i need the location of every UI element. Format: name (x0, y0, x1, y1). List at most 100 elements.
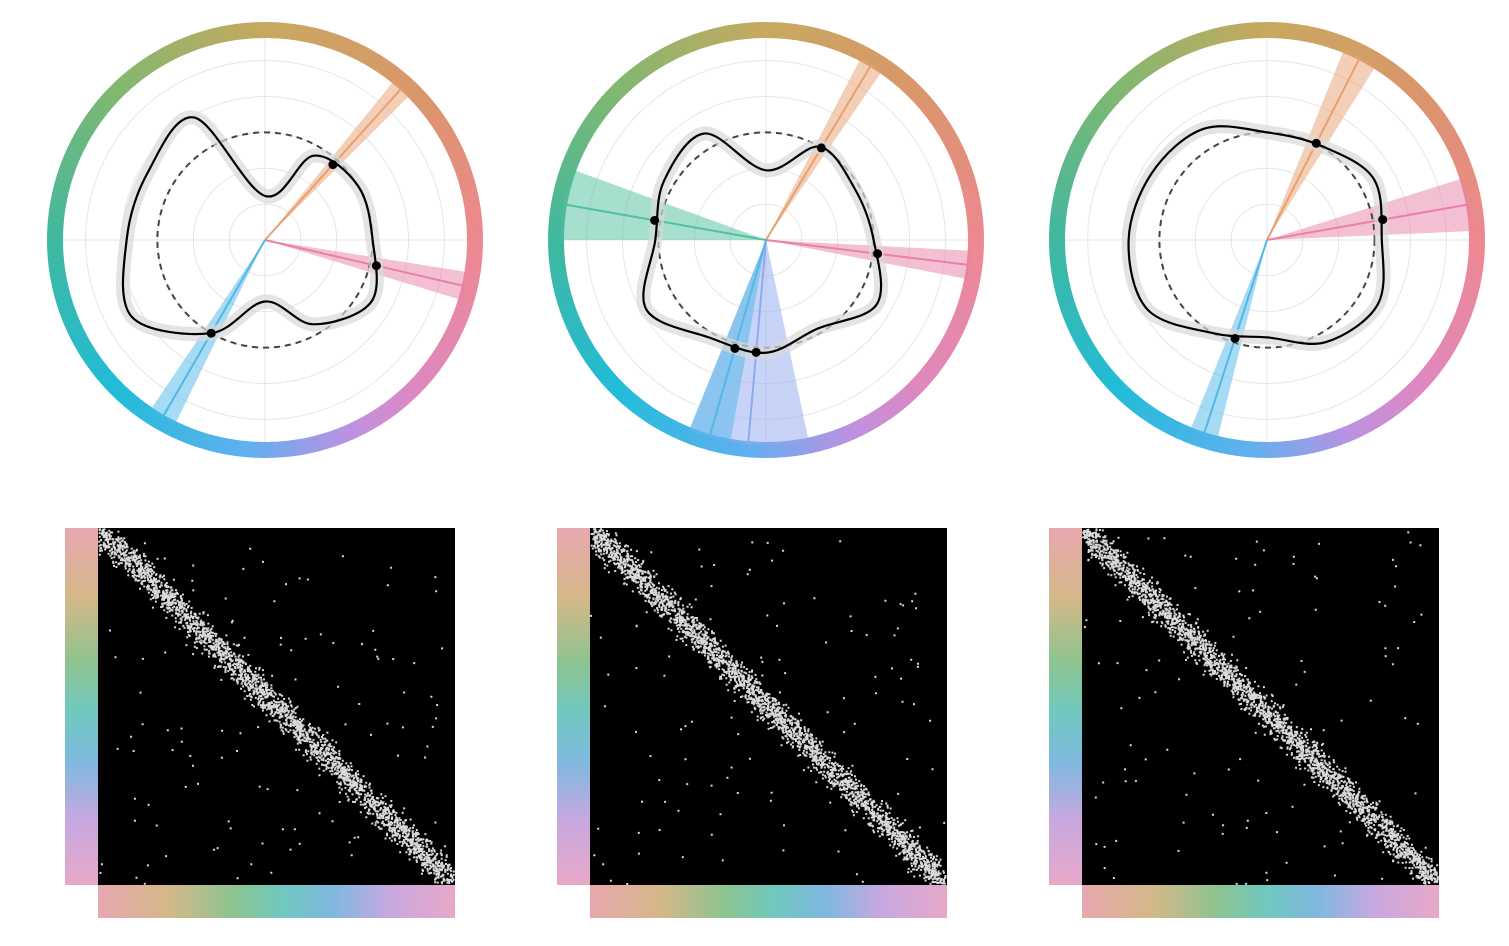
hue-ring (783, 22, 796, 40)
intersection-dot (206, 328, 216, 338)
hue-ring (1459, 174, 1478, 189)
matrix-noise (1082, 528, 1439, 885)
hue-ring (568, 324, 587, 341)
hue-ring (920, 362, 939, 381)
hue-ring (291, 23, 304, 42)
hue-ring (944, 325, 964, 342)
hue-ring (92, 99, 111, 118)
intersection-dot (1378, 215, 1388, 225)
hue-ring (1403, 79, 1422, 98)
hue-ring (801, 25, 814, 43)
hue-ring (104, 85, 123, 104)
hue-ring (700, 29, 715, 48)
hue-ring (955, 300, 974, 316)
hue-ring (465, 257, 483, 270)
grid-ring (1230, 203, 1304, 277)
hue-ring (124, 394, 143, 413)
hue-ring (50, 192, 68, 205)
hue-ring (572, 130, 592, 147)
hue-ring (147, 409, 165, 429)
hue-ring (1335, 426, 1351, 446)
hue-ring (834, 426, 850, 446)
hue-ring (1319, 29, 1334, 48)
hue-ring (1105, 375, 1125, 395)
hue-ring (940, 130, 960, 148)
hue-ring (365, 51, 383, 71)
hue-ring (1441, 333, 1461, 350)
hue-ring (300, 25, 313, 43)
hue-ring (598, 369, 618, 388)
hue-ring (147, 50, 165, 70)
hue-ring (963, 275, 981, 288)
hue-ring (1396, 73, 1415, 92)
hue-ring (85, 355, 105, 373)
hue-ring (1456, 165, 1476, 180)
hue-ring (380, 400, 398, 420)
hue-ring (76, 122, 96, 140)
hue-ring (400, 382, 420, 402)
hue-ring (1209, 434, 1224, 453)
hue-ring (727, 438, 740, 457)
hue-ring (656, 414, 673, 434)
hue-ring (809, 27, 824, 46)
hue-ring (866, 51, 884, 71)
hue-ring (964, 202, 983, 215)
hue-ring (430, 114, 450, 133)
hue-ring (681, 426, 697, 445)
hue-ring (551, 192, 569, 205)
hue-ring (873, 405, 892, 425)
color-bar (1049, 528, 1082, 885)
hue-ring (582, 114, 601, 132)
hue-ring (1056, 173, 1075, 188)
hue-ring (945, 139, 964, 156)
hue-ring (564, 316, 583, 333)
hue-ring (866, 410, 884, 430)
hue-ring (1360, 46, 1377, 66)
hue-ring (553, 182, 572, 197)
hue-ring (914, 369, 933, 388)
hue-ring (1415, 369, 1434, 388)
hue-ring (443, 325, 463, 342)
hue-ring (926, 107, 946, 125)
color-bar (590, 885, 947, 918)
hue-ring (1275, 22, 1287, 39)
polar-chart (1048, 22, 1486, 458)
hue-ring (599, 92, 618, 111)
hue-ring (555, 291, 574, 306)
curve (642, 132, 883, 354)
hue-ring (110, 382, 129, 401)
intersection-dot (1311, 138, 1321, 148)
curve (121, 116, 378, 336)
hue-ring (407, 85, 427, 105)
hue-ring (936, 122, 956, 140)
hue-ring (564, 147, 584, 163)
hue-ring (447, 317, 467, 333)
hue-ring (1174, 38, 1191, 57)
hue-ring (226, 438, 239, 457)
hue-ring (372, 405, 391, 425)
hue-ring (465, 211, 483, 224)
hue-ring (466, 248, 483, 260)
hue-ring (425, 107, 445, 125)
hue-ring (67, 324, 86, 341)
hue-ring (955, 165, 975, 180)
hue-ring (842, 423, 859, 442)
hue-ring (648, 409, 666, 429)
hue-ring (1421, 99, 1441, 118)
hue-ring (691, 31, 706, 51)
hue-ring (1409, 85, 1429, 105)
hue-ring (325, 429, 340, 449)
hue-ring (792, 23, 805, 42)
hue-ring (1415, 92, 1435, 111)
hue-ring (466, 220, 483, 232)
hue-ring (817, 432, 832, 451)
hue-ring (1351, 419, 1368, 438)
hue-ring (1293, 23, 1306, 42)
hue-ring (551, 274, 569, 288)
hue-ring (317, 29, 332, 48)
intersection-dot (816, 143, 826, 153)
hue-ring (1210, 27, 1225, 45)
hue-ring (451, 309, 470, 325)
hue-ring (349, 419, 366, 438)
